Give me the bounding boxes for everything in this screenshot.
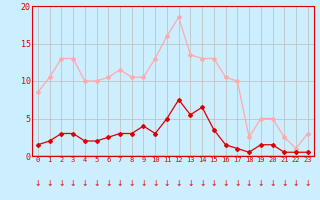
Text: ↓: ↓ xyxy=(140,178,147,188)
Text: ↓: ↓ xyxy=(269,178,276,188)
Text: ↓: ↓ xyxy=(129,178,135,188)
Text: ↓: ↓ xyxy=(35,178,41,188)
Text: ↓: ↓ xyxy=(58,178,65,188)
Text: ↓: ↓ xyxy=(222,178,229,188)
Text: ↓: ↓ xyxy=(82,178,88,188)
Text: ↓: ↓ xyxy=(70,178,76,188)
Text: ↓: ↓ xyxy=(234,178,241,188)
Text: ↓: ↓ xyxy=(199,178,205,188)
Text: ↓: ↓ xyxy=(305,178,311,188)
Text: ↓: ↓ xyxy=(281,178,287,188)
Text: ↓: ↓ xyxy=(246,178,252,188)
Text: ↓: ↓ xyxy=(46,178,53,188)
Text: ↓: ↓ xyxy=(293,178,299,188)
Text: ↓: ↓ xyxy=(175,178,182,188)
Text: ↓: ↓ xyxy=(164,178,170,188)
Text: ↓: ↓ xyxy=(211,178,217,188)
Text: ↓: ↓ xyxy=(258,178,264,188)
Text: ↓: ↓ xyxy=(152,178,158,188)
Text: ↓: ↓ xyxy=(187,178,194,188)
Text: ↓: ↓ xyxy=(93,178,100,188)
Text: ↓: ↓ xyxy=(117,178,123,188)
Text: ↓: ↓ xyxy=(105,178,111,188)
